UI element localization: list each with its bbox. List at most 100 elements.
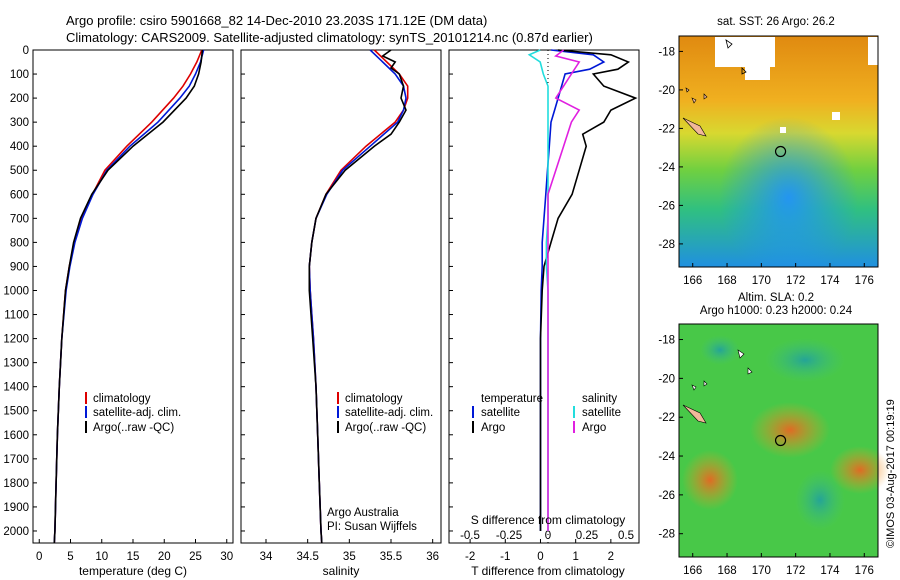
depth-tick-label: 1800 xyxy=(3,478,29,490)
temperature-panel: 0100200300400500600700800900100011001200… xyxy=(3,45,453,578)
legend-label-climatology: climatology xyxy=(345,393,403,405)
argo-position-marker xyxy=(774,145,787,158)
depth-tick-label: 1000 xyxy=(3,285,29,297)
lat-tick-label: -20 xyxy=(658,373,675,385)
lon-tick-label: 170 xyxy=(752,275,771,287)
x-tick-label: 35.5 xyxy=(380,551,402,563)
x-tick-label: 36 xyxy=(426,551,439,563)
legend-label-argo: Argo(..raw -QC) xyxy=(93,422,174,434)
sla-high-anomaly xyxy=(682,450,738,510)
series-s-satellite xyxy=(527,49,549,531)
s-difference-axis-ticks: -0.5 -0.25 0 0.25 0.5 xyxy=(460,530,634,542)
x-tick-label: 5 xyxy=(67,551,73,563)
lon-tick-label: 166 xyxy=(683,275,702,287)
lat-tick-label: -28 xyxy=(658,239,675,251)
depth-tick-label: 500 xyxy=(10,165,29,177)
pi-label: PI: Susan Wijffels xyxy=(327,521,417,533)
depth-tick-label: 1700 xyxy=(3,454,29,466)
legend-label-climatology: climatology xyxy=(93,393,151,405)
lon-tick-label: 174 xyxy=(820,565,840,577)
legend-label-argo: Argo(..raw -QC) xyxy=(345,422,426,434)
sla-high-anomaly xyxy=(750,402,830,458)
difference-panel: -2 -1 0 1 2 -0.5 -0.25 0 0.25 0.5 T difference f… xyxy=(448,49,640,578)
legend-label-s-argo: Argo xyxy=(582,422,606,434)
lon-tick-label: 176 xyxy=(855,565,874,577)
depth-tick-label: 800 xyxy=(10,237,29,249)
sst-islands xyxy=(682,39,747,137)
x-tick-label: 34 xyxy=(260,551,273,563)
figure-title-line2: Climatology: CARS2009. Satellite-adjuste… xyxy=(66,30,593,45)
temperature-axes-frame xyxy=(32,49,234,544)
x-tick-label: -1 xyxy=(500,551,510,563)
series-climatology xyxy=(53,49,203,544)
sla-islands xyxy=(682,349,753,424)
depth-axis-ticks: 0 100 200 300 400 500 600 700 800 900 1000 1100 1200… xyxy=(3,45,453,538)
depth-tick-label: 1500 xyxy=(3,406,29,418)
s-tick-label: -0.25 xyxy=(496,530,522,542)
t-difference-axis-ticks: -2 -1 0 1 2 xyxy=(465,539,614,563)
depth-tick-label: 1300 xyxy=(3,358,29,370)
sla-low-anomaly xyxy=(795,470,845,530)
lon-tick-label: 172 xyxy=(786,275,805,287)
sla-low-anomaly xyxy=(700,335,740,365)
x-tick-label: 0 xyxy=(36,551,42,563)
series-argo-raw-qc- xyxy=(308,49,407,544)
x-tick-label: 20 xyxy=(158,551,171,563)
sst-cloud-mask xyxy=(715,37,878,133)
series-satellite-adj-clim- xyxy=(308,49,407,544)
depth-tick-label: 400 xyxy=(10,141,29,153)
sla-low-anomaly xyxy=(765,338,845,382)
lon-tick-label: 170 xyxy=(752,565,771,577)
depth-tick-label: 1400 xyxy=(3,382,29,394)
lat-tick-label: -28 xyxy=(658,529,675,541)
lat-tick-label: -26 xyxy=(658,200,675,212)
depth-tick-label: 600 xyxy=(10,189,29,201)
depth-tick-label: 2000 xyxy=(3,526,29,538)
imos-credit: ©IMOS 03-Aug-2017 00:19:19 xyxy=(885,399,897,548)
depth-tick-label: 0 xyxy=(23,45,29,57)
sst-map-title: sat. SST: 26 Argo: 26.2 xyxy=(717,16,835,28)
series-s-argo xyxy=(547,49,581,531)
lon-tick-label: 166 xyxy=(683,565,702,577)
x-tick-label: 15 xyxy=(127,551,140,563)
depth-tick-label: 1600 xyxy=(3,430,29,442)
depth-tick-label: 200 xyxy=(10,93,29,105)
salinity-axis-label: salinity xyxy=(323,564,360,578)
sla-map-axis-ticks: 166 168 170 172 174 176 -18 -20 -22 -24 -26 -28 xyxy=(658,335,873,577)
legend-label-t-satellite: satellite xyxy=(481,407,520,419)
figure-title-line1: Argo profile: csiro 5901668_82 14-Dec-20… xyxy=(66,13,487,28)
lat-tick-label: -26 xyxy=(658,490,675,502)
s-tick-label: 0.25 xyxy=(576,530,598,542)
argo-australia-label: Argo Australia xyxy=(327,507,399,519)
legend-label-t-argo: Argo xyxy=(481,422,505,434)
series-argo-raw-qc- xyxy=(53,49,204,544)
s-tick-label: 0.5 xyxy=(618,530,634,542)
s-tick-label: 0 xyxy=(545,530,551,542)
lon-tick-label: 172 xyxy=(786,565,805,577)
sst-map-panel: sat. SST: 26 Argo: 26.2 166 168 170 172 174 1… xyxy=(658,16,879,287)
lon-tick-label: 174 xyxy=(820,275,840,287)
salinity-axes-frame xyxy=(240,49,442,544)
temperature-series xyxy=(53,49,205,544)
x-tick-label: 0 xyxy=(537,551,543,563)
s-difference-axis-label: S difference from climatology xyxy=(471,513,626,527)
temperature-axis-label: temperature (deg C) xyxy=(79,564,187,578)
x-tick-label: -2 xyxy=(465,551,475,563)
x-tick-label: 10 xyxy=(95,551,108,563)
lat-tick-label: -22 xyxy=(658,123,675,135)
difference-axes-frame xyxy=(448,49,640,544)
temperature-axis-ticks: 0 5 10 15 20 25 30 xyxy=(36,539,233,563)
sla-map-frame xyxy=(678,323,879,558)
lon-tick-label: 176 xyxy=(855,275,874,287)
x-tick-label: 1 xyxy=(572,551,578,563)
lon-tick-label: 168 xyxy=(717,275,736,287)
depth-tick-label: 1100 xyxy=(4,310,29,322)
lat-tick-label: -22 xyxy=(658,412,675,424)
legend-label-satellite: satellite-adj. clim. xyxy=(345,407,433,419)
salinity-series xyxy=(308,49,409,544)
sst-map-frame xyxy=(678,35,879,268)
depth-tick-label: 100 xyxy=(10,69,29,81)
legend-label-s-satellite: satellite xyxy=(582,407,621,419)
